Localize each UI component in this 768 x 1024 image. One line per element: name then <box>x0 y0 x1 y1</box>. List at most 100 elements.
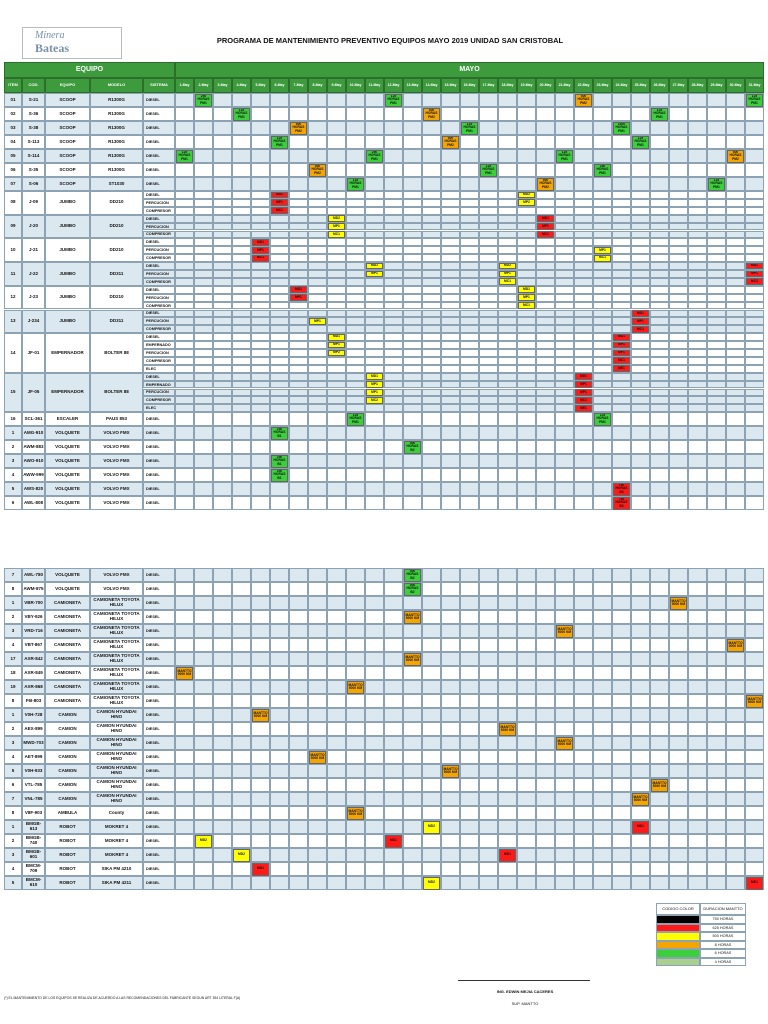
day-cell <box>194 652 213 666</box>
day-cell <box>574 222 593 231</box>
day-cell <box>726 277 745 286</box>
day-cell <box>327 396 346 405</box>
day-cell <box>688 177 707 191</box>
cell-cod: AWO-910 <box>22 454 45 469</box>
day-cell <box>555 482 574 497</box>
day-cell <box>175 876 194 890</box>
day-cell <box>612 262 631 270</box>
day-cell <box>669 214 688 223</box>
day-cell <box>327 582 346 596</box>
day-cell <box>213 440 232 455</box>
day-cell <box>422 214 441 223</box>
cell-item: 18 <box>4 666 22 680</box>
maintenance-mark: MP1 <box>612 349 631 357</box>
day-cell <box>707 638 726 652</box>
day-cell <box>346 277 365 286</box>
day-cell <box>669 834 688 848</box>
day-cell <box>441 426 460 441</box>
day-cell <box>346 349 365 357</box>
day-cell <box>574 806 593 820</box>
day-cell <box>498 820 517 834</box>
day-cell <box>308 736 327 750</box>
maintenance-mark: 250 HORAS B1 <box>270 426 289 440</box>
day-cell <box>213 624 232 638</box>
day-cell <box>213 764 232 778</box>
cell-cod: AMG-910 <box>22 426 45 441</box>
day-cell <box>289 624 308 638</box>
day-cell <box>536 364 555 373</box>
day-cell <box>441 610 460 624</box>
day-cell <box>308 230 327 239</box>
day-cell <box>536 862 555 876</box>
day-cell <box>251 277 270 286</box>
day-cell <box>688 149 707 163</box>
maintenance-mark: 125 HORAS PM1 <box>175 149 194 163</box>
day-cell <box>403 834 422 848</box>
day-cell <box>308 722 327 736</box>
day-cell <box>270 482 289 497</box>
day-cell <box>479 230 498 239</box>
day-cell <box>498 596 517 610</box>
day-cell <box>441 177 460 191</box>
day-cell <box>441 107 460 121</box>
day-header: 9-May <box>327 78 346 93</box>
day-cell <box>669 356 688 365</box>
day-cell <box>688 638 707 652</box>
column-header: ITEM <box>4 78 22 93</box>
day-cell <box>460 270 479 278</box>
day-cell <box>574 778 593 792</box>
day-cell <box>688 214 707 223</box>
day-cell <box>460 412 479 427</box>
day-cell <box>308 582 327 596</box>
day-cell <box>251 396 270 405</box>
day-cell <box>327 764 346 778</box>
day-cell <box>726 238 745 247</box>
day-cell <box>441 396 460 405</box>
day-cell <box>365 426 384 441</box>
day-cell <box>403 666 422 680</box>
day-cell <box>422 792 441 806</box>
day-cell <box>631 708 650 722</box>
day-cell <box>384 325 403 334</box>
day-cell <box>213 652 232 666</box>
day-cell <box>232 325 251 334</box>
day-cell <box>536 426 555 441</box>
day-cell <box>726 333 745 342</box>
cell-sistema: ELEC <box>143 404 175 413</box>
cell-sistema: DIESEL <box>143 107 175 121</box>
day-cell <box>631 440 650 455</box>
day-cell <box>251 191 270 199</box>
day-cell <box>631 262 650 270</box>
day-cell <box>517 333 536 342</box>
day-cell <box>650 285 669 294</box>
day-cell <box>327 568 346 582</box>
day-cell <box>593 309 612 318</box>
day-cell <box>498 806 517 820</box>
cell-sistema: DIESEL <box>143 596 175 610</box>
day-cell <box>289 388 308 397</box>
day-cell <box>289 135 308 149</box>
day-cell <box>479 364 498 373</box>
day-cell <box>631 834 650 848</box>
day-cell <box>308 214 327 223</box>
day-cell <box>194 293 213 302</box>
day-cell <box>631 121 650 135</box>
day-cell <box>327 638 346 652</box>
day-cell <box>669 309 688 318</box>
maintenance-mark: MP1 <box>536 223 555 230</box>
cell-modelo: BOLTER 88 <box>90 372 143 413</box>
day-cell <box>422 135 441 149</box>
cell-item: 4 <box>4 638 22 652</box>
day-cell <box>365 191 384 199</box>
day-cell <box>308 862 327 876</box>
maintenance-mark: MC1 <box>574 396 593 404</box>
day-cell <box>270 270 289 278</box>
day-cell <box>745 349 764 357</box>
day-cell <box>612 440 631 455</box>
day-cell <box>745 750 764 764</box>
maintenance-mark: 125 HORAS PM1 <box>555 149 574 163</box>
day-cell <box>498 440 517 455</box>
day-cell <box>726 750 745 764</box>
cell-modelo: MOKRET 4 <box>90 848 143 862</box>
day-cell <box>555 246 574 255</box>
